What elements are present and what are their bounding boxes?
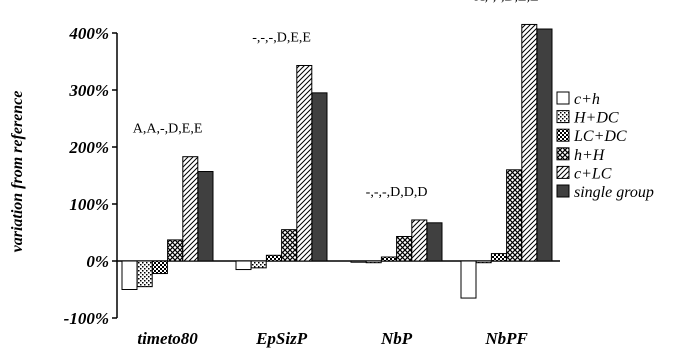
y-tick-label: 300% xyxy=(68,81,109,100)
y-tick-label: 400% xyxy=(68,24,109,43)
bar-NbPF-LC+DC xyxy=(490,253,507,262)
bar-NbPF-h+H xyxy=(506,169,523,262)
bar-EpSizP-c+h xyxy=(235,260,252,271)
bar-NbP-LC+DC xyxy=(380,256,397,262)
group-annotation: A,A,-,D,E,E xyxy=(133,122,203,137)
x-tick-label: timeto80 xyxy=(137,329,198,348)
bar-EpSizP-single-group xyxy=(311,92,328,262)
x-tick-label: NbPF xyxy=(484,329,528,348)
x-tick-label: NbP xyxy=(380,329,413,348)
bar-timeto80-c+h xyxy=(121,260,138,290)
bar-NbP-c+h xyxy=(350,260,367,263)
legend-swatch xyxy=(556,110,570,124)
bar-NbP-H+DC xyxy=(365,260,382,264)
legend-label: h+H xyxy=(574,147,606,164)
bar-EpSizP-h+H xyxy=(281,229,298,262)
legend-swatch xyxy=(556,184,570,198)
bar-timeto80-h+H xyxy=(167,239,184,262)
bar-timeto80-LC+DC xyxy=(151,260,168,275)
y-tick-label: 0% xyxy=(86,252,109,271)
legend-swatch xyxy=(556,128,570,142)
legend-label: H+DC xyxy=(573,110,619,127)
bar-NbPF-c+h xyxy=(460,260,477,299)
plot-area: -100% 0% 100% 200% 300% 400% variation from re… xyxy=(9,0,560,348)
legend-label: single group xyxy=(574,184,654,201)
bar-timeto80-c+LC xyxy=(182,156,199,262)
legend-label: c+h xyxy=(574,91,600,108)
bar-NbPF-single-group xyxy=(536,28,553,262)
bar-EpSizP-H+DC xyxy=(250,260,267,269)
bar-NbP-h+H xyxy=(396,235,413,262)
bar-EpSizP-c+LC xyxy=(296,64,313,262)
legend-swatch xyxy=(556,91,570,105)
bar-EpSizP-LC+DC xyxy=(265,254,282,262)
y-tick-label: -100% xyxy=(64,309,109,328)
group-annotation: -,-,-,D,D,D xyxy=(366,185,428,200)
x-tick-label: EpSizP xyxy=(255,329,308,348)
bar-NbP-c+LC xyxy=(411,219,428,262)
bar-NbPF-c+LC xyxy=(521,23,538,262)
legend-label: LC+DC xyxy=(573,128,627,145)
y-axis-title: variation from reference xyxy=(9,91,26,253)
group-annotation: -,-,-,D,E,E xyxy=(252,30,311,45)
bar-NbP-single-group xyxy=(426,222,443,262)
group-annotation: A,-,-,D,E,E xyxy=(475,0,539,4)
bar-timeto80-H+DC xyxy=(136,260,153,288)
legend-swatch xyxy=(556,147,570,161)
legend-swatch xyxy=(556,165,570,179)
bar-timeto80-single-group xyxy=(197,171,214,262)
y-tick-label: 200% xyxy=(68,138,109,157)
y-tick-label: 100% xyxy=(69,195,109,214)
bar-NbPF-H+DC xyxy=(475,260,492,264)
legend-label: c+LC xyxy=(574,165,612,182)
